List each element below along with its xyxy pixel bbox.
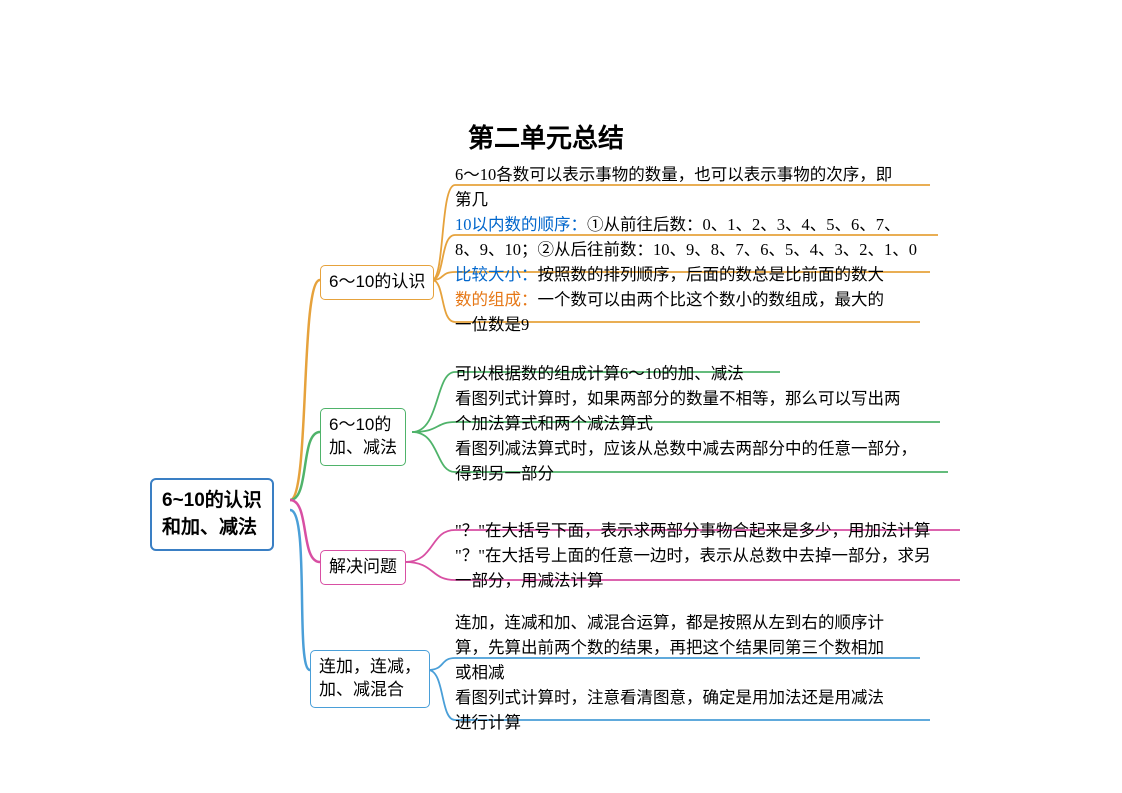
leaf-text: 可以根据数的组成计算6～10的加、减法 bbox=[455, 361, 744, 387]
leaf-text: 得到另一部分 bbox=[455, 461, 554, 487]
leaf-text: 或相减 bbox=[455, 660, 505, 686]
branch-mixed: 连加，连减， 加、减混合 bbox=[310, 650, 430, 708]
highlight-orange: 数的组成： bbox=[455, 290, 538, 309]
leaf-text: 6～10各数可以表示事物的数量，也可以表示事物的次序，即 bbox=[455, 162, 892, 188]
leaf-text: 看图列减法算式时，应该从总数中减去两部分中的任意一部分， bbox=[455, 436, 917, 462]
leaf-text: 数的组成：一个数可以由两个比这个数小的数组成，最大的 bbox=[455, 287, 884, 313]
leaf-text: 进行计算 bbox=[455, 710, 521, 736]
leaf-text: 第几 bbox=[455, 187, 488, 213]
leaf-text: "？"在大括号上面的任意一边时，表示从总数中去掉一部分，求另 bbox=[455, 543, 930, 569]
diagram-title: 第二单元总结 bbox=[468, 118, 624, 155]
branch-label: 连加，连减， 加、减混合 bbox=[319, 657, 421, 699]
branch-label: 6～10的认识 bbox=[329, 272, 425, 291]
leaf-text: 看图列式计算时，注意看清图意，确定是用加法还是用减法 bbox=[455, 685, 884, 711]
leaf-text: 10以内数的顺序：①从前往后数：0、1、2、3、4、5、6、7、 bbox=[455, 212, 901, 238]
leaf-rest: 按照数的排列顺序，后面的数总是比前面的数大 bbox=[538, 265, 885, 284]
leaf-text: 算，先算出前两个数的结果，再把这个结果同第三个数相加 bbox=[455, 635, 884, 661]
leaf-text: 一部分，用减法计算 bbox=[455, 568, 604, 594]
leaf-text: 一位数是9 bbox=[455, 312, 529, 338]
branch-label: 6～10的 加、减法 bbox=[329, 415, 397, 457]
leaf-text: 比较大小：按照数的排列顺序，后面的数总是比前面的数大 bbox=[455, 262, 884, 288]
root-label: 6~10的认识 和加、减法 bbox=[162, 490, 262, 538]
leaf-text: "？"在大括号下面，表示求两部分事物合起来是多少，用加法计算 bbox=[455, 518, 930, 544]
leaf-rest: 一个数可以由两个比这个数小的数组成，最大的 bbox=[538, 290, 885, 309]
branch-label: 解决问题 bbox=[329, 557, 397, 576]
highlight-blue: 比较大小： bbox=[455, 265, 538, 284]
leaf-rest: ①从前往后数：0、1、2、3、4、5、6、7、 bbox=[587, 215, 901, 234]
root-node: 6~10的认识 和加、减法 bbox=[150, 478, 274, 551]
leaf-text: 连加，连减和加、减混合运算，都是按照从左到右的顺序计 bbox=[455, 610, 884, 636]
branch-solve: 解决问题 bbox=[320, 550, 406, 585]
highlight-blue: 10以内数的顺序： bbox=[455, 215, 587, 234]
branch-add-sub: 6～10的 加、减法 bbox=[320, 408, 406, 466]
leaf-text: 8、9、10；②从后往前数：10、9、8、7、6、5、4、3、2、1、0 bbox=[455, 237, 917, 263]
leaf-text: 个加法算式和两个减法算式 bbox=[455, 411, 653, 437]
leaf-text: 看图列式计算时，如果两部分的数量不相等，那么可以写出两 bbox=[455, 386, 901, 412]
branch-recognition: 6～10的认识 bbox=[320, 265, 434, 300]
